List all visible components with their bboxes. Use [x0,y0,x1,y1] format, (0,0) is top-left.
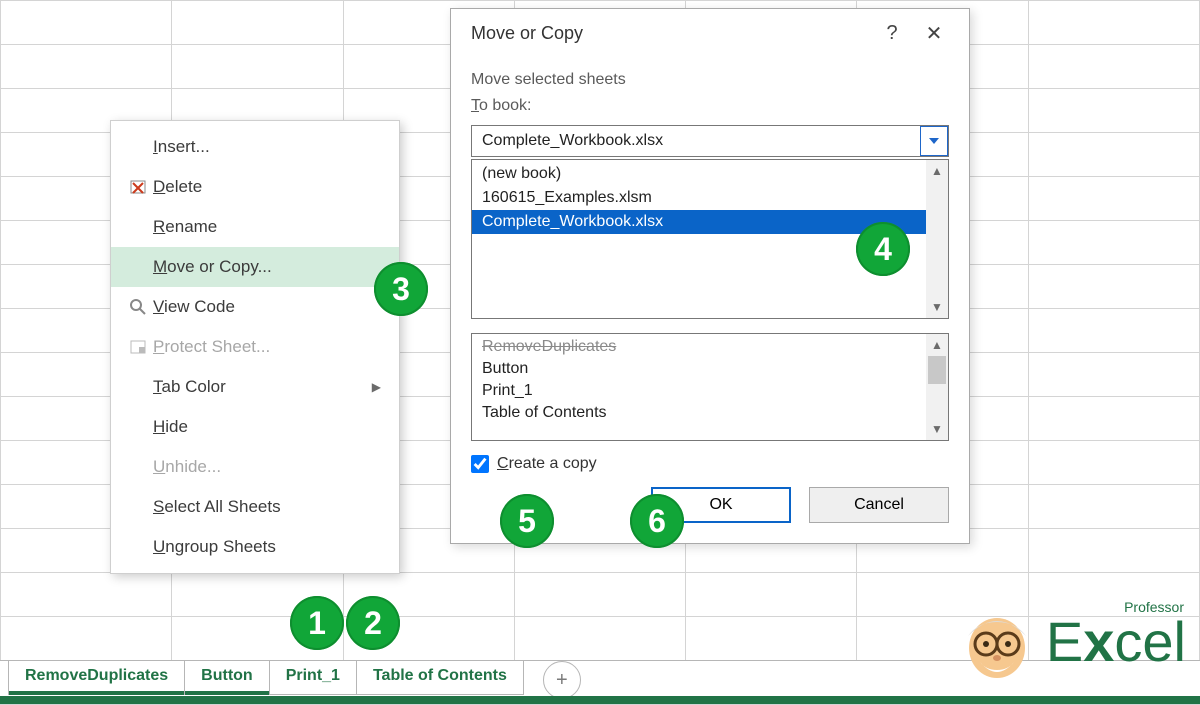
sheet-tab[interactable]: Button [184,661,270,695]
context-menu-label: Delete [153,177,381,197]
help-button[interactable]: ? [871,15,913,51]
close-button[interactable]: ✕ [913,15,955,51]
status-bar [0,696,1200,704]
delete-icon [123,178,153,196]
professor-excel-logo: Professor Excel [958,600,1186,684]
to-book-combo[interactable] [471,125,949,157]
scroll-up-icon[interactable]: ▲ [926,160,948,182]
scroll-down-icon[interactable]: ▼ [926,296,948,318]
scroll-up-icon[interactable]: ▲ [926,334,948,356]
before-sheet-listbox[interactable]: RemoveDuplicatesButtonPrint_1Table of Co… [471,333,949,441]
sheet-list-item[interactable]: Button [472,358,926,380]
context-menu-item[interactable]: Hide [111,407,399,447]
context-menu-item[interactable]: Delete [111,167,399,207]
context-menu-label: Ungroup Sheets [153,537,381,557]
dialog-title: Move or Copy [471,23,871,44]
workbook-list-item[interactable]: (new book) [472,162,926,186]
context-menu-item[interactable]: View Code [111,287,399,327]
context-menu-item: Unhide... [111,447,399,487]
context-menu-item[interactable]: Ungroup Sheets [111,527,399,567]
sheet-list-item[interactable]: RemoveDuplicates [472,336,926,358]
context-menu-label: Hide [153,417,381,437]
sheet-context-menu: Insert... Delete Rename Move or Copy... View… [110,120,400,574]
context-menu-item[interactable]: Rename [111,207,399,247]
context-menu-label: Tab Color [153,377,372,397]
scrollbar[interactable]: ▲ ▼ [926,334,948,440]
sheet-list-item[interactable]: Table of Contents [472,402,926,424]
step-badge-4: 4 [856,222,910,276]
code-icon [123,298,153,316]
step-badge-3: 3 [374,262,428,316]
submenu-arrow-icon: ▶ [372,380,381,394]
cancel-button[interactable]: Cancel [809,487,949,523]
context-menu-label: Protect Sheet... [153,337,381,357]
sheet-list-item[interactable]: Print_1 [472,380,926,402]
scroll-down-icon[interactable]: ▼ [926,418,948,440]
context-menu-label: Select All Sheets [153,497,381,517]
context-menu-label: Unhide... [153,457,381,477]
sheet-tab[interactable]: Print_1 [269,661,357,695]
chevron-down-icon[interactable] [920,126,948,156]
professor-icon [958,600,1036,684]
context-menu-item[interactable]: Select All Sheets [111,487,399,527]
excel-wordmark: Professor Excel [1046,614,1186,670]
step-badge-2: 2 [346,596,400,650]
context-menu-label: Move or Copy... [153,257,381,277]
move-selected-label: Move selected sheets [471,71,949,89]
workbook-list-item[interactable]: Complete_Workbook.xlsx [472,210,926,234]
context-menu-item[interactable]: Tab Color▶ [111,367,399,407]
step-badge-5: 5 [500,494,554,548]
dialog-titlebar: Move or Copy ? ✕ [451,9,969,57]
create-copy-label[interactable]: Create a copy [497,455,597,473]
workbook-list-item[interactable]: 160615_Examples.xlsm [472,186,926,210]
scrollbar[interactable]: ▲ ▼ [926,160,948,318]
context-menu-item[interactable]: Insert... [111,127,399,167]
to-book-input[interactable] [472,126,920,156]
sheet-tab[interactable]: RemoveDuplicates [8,661,185,695]
to-book-label: To book: [471,97,949,115]
context-menu-item: Protect Sheet... [111,327,399,367]
context-menu-label: View Code [153,297,381,317]
step-badge-1: 1 [290,596,344,650]
new-sheet-button[interactable]: + [543,661,581,699]
context-menu-item[interactable]: Move or Copy... [111,247,399,287]
sheet-tab[interactable]: Table of Contents [356,661,524,695]
context-menu-label: Insert... [153,137,381,157]
create-copy-checkbox[interactable] [471,455,489,473]
move-or-copy-dialog: Move or Copy ? ✕ Move selected sheets To… [450,8,970,544]
step-badge-6: 6 [630,494,684,548]
context-menu-label: Rename [153,217,381,237]
protect-icon [123,338,153,356]
